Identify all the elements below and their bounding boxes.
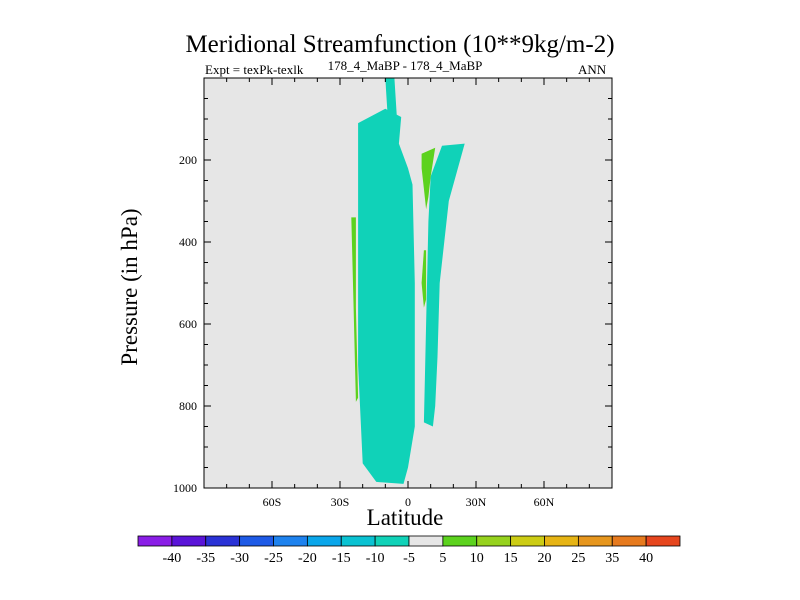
- colorbar-label: 10: [470, 551, 484, 566]
- season-label: ANN: [578, 62, 607, 77]
- colorbar-label: -40: [163, 551, 182, 566]
- colorbar-label: 5: [439, 551, 446, 566]
- colorbar-label: 25: [571, 551, 585, 566]
- contour-region: [385, 78, 397, 115]
- colorbar-swatch: [137, 535, 173, 547]
- colorbar-label: -20: [298, 551, 317, 566]
- x-tick-label: 60S: [263, 495, 282, 509]
- colorbar-label: -35: [196, 551, 215, 566]
- y-tick-label: 600: [179, 317, 197, 331]
- colorbar-swatch: [374, 535, 410, 547]
- colorbar-label: -30: [230, 551, 249, 566]
- experiment-label: Expt = texPk-texlk: [205, 62, 304, 77]
- contour-region: [358, 108, 415, 484]
- y-tick-label: 200: [179, 153, 197, 167]
- colorbar-swatch: [645, 535, 681, 547]
- colorbar-label: 15: [504, 551, 518, 566]
- colorbar-swatch: [611, 535, 647, 547]
- colorbar-swatch: [510, 535, 545, 547]
- contour-region: [351, 217, 359, 402]
- y-tick-label: 400: [179, 235, 197, 249]
- colorbar-swatch: [171, 535, 207, 547]
- case-label: 178_4_MaBP - 178_4_MaBP: [327, 58, 483, 73]
- y-tick-label: 800: [179, 399, 197, 413]
- contour-region: [421, 250, 427, 308]
- colorbar-swatch: [544, 535, 579, 547]
- colorbar-label: -5: [403, 551, 415, 566]
- contour-region: [421, 147, 436, 210]
- colorbar-swatch: [306, 535, 342, 547]
- colorbar-swatch: [442, 535, 478, 547]
- colorbar-swatch: [408, 535, 444, 547]
- colorbar-label: 35: [605, 551, 619, 566]
- colorbar-swatch: [577, 535, 613, 547]
- chart-title: Meridional Streamfunction (10**9kg/m-2): [185, 31, 615, 58]
- colorbar-swatch: [205, 535, 241, 547]
- colorbar-swatch: [273, 535, 308, 547]
- y-tick-label: 1000: [173, 481, 197, 495]
- colorbar-label: -15: [332, 551, 351, 566]
- colorbar-label: -25: [264, 551, 283, 566]
- colorbar-swatch: [239, 535, 274, 547]
- colorbar: -40 -35 -30 -25 -20 -15 -10 -5 5 10 15 20 25 35 40: [137, 535, 681, 566]
- x-axis-label: Latitude: [366, 505, 444, 530]
- x-tick-label: 60N: [534, 495, 555, 509]
- x-tick-label: 30N: [466, 495, 487, 509]
- x-tick-label: 0: [405, 495, 411, 509]
- colorbar-label: 40: [639, 551, 653, 566]
- colorbar-swatch: [340, 535, 376, 547]
- colorbar-label: -10: [366, 551, 385, 566]
- x-tick-label: 30S: [331, 495, 350, 509]
- colorbar-label: 20: [538, 551, 552, 566]
- colorbar-swatch: [476, 535, 512, 547]
- contour-region: [423, 143, 465, 427]
